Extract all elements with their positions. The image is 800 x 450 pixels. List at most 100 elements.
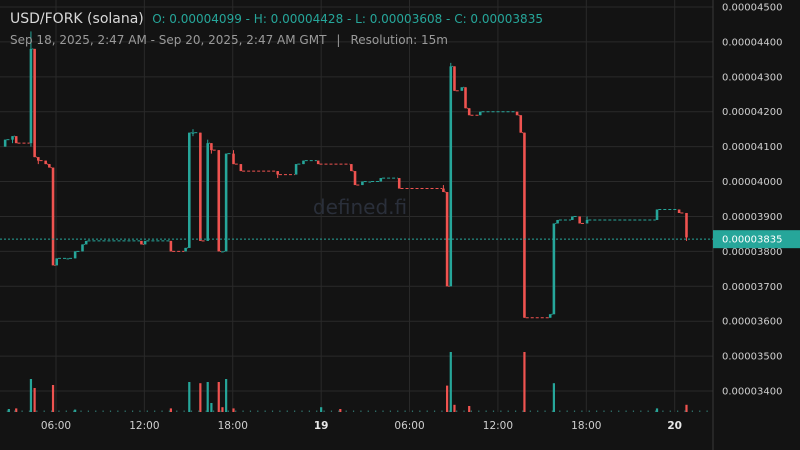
candle-body — [232, 153, 235, 165]
volume-bar — [411, 410, 414, 412]
volume-bar — [522, 410, 524, 412]
volume-bar — [316, 410, 318, 412]
x-tick-label: 12:00 — [129, 420, 159, 432]
volume-bars — [6, 352, 708, 412]
volume-bar — [199, 383, 202, 412]
y-tick-label: 0.00003800 — [722, 247, 782, 258]
y-tick-label: 0.00003500 — [722, 352, 782, 363]
y-tick-label: 0.00003900 — [722, 212, 782, 223]
volume-bar — [15, 408, 18, 412]
candle-body — [48, 164, 51, 168]
volume-bar — [43, 410, 45, 412]
volume-bar — [188, 382, 191, 412]
candle-body — [478, 111, 482, 116]
volume-bar — [352, 410, 355, 412]
volume-bar — [206, 382, 209, 412]
candle-body — [81, 244, 84, 252]
volume-bar — [242, 410, 244, 412]
volume-bar — [662, 410, 664, 412]
last-price-badge — [713, 230, 800, 249]
candle-body — [467, 108, 471, 116]
volume-bar — [6, 410, 8, 412]
candle-body — [397, 178, 401, 189]
volume-bar — [235, 410, 237, 412]
volume-bar — [169, 408, 172, 412]
volume-bar — [50, 410, 53, 412]
candle-body — [449, 66, 453, 287]
volume-bar — [213, 410, 215, 412]
volume-bar — [559, 410, 561, 412]
volume-bar — [323, 410, 325, 412]
volume-bar — [257, 410, 259, 412]
volume-bar — [470, 410, 473, 412]
candle-body — [221, 251, 224, 253]
volume-bar — [596, 410, 598, 412]
volume-bar — [699, 410, 701, 412]
candle-body — [453, 66, 456, 91]
volume-bar — [29, 379, 33, 412]
volume-bar — [117, 410, 119, 412]
candle-body — [361, 181, 364, 186]
volume-bar — [566, 410, 568, 412]
chart-subheader: Sep 18, 2025, 2:47 AM - Sep 20, 2025, 2:… — [10, 33, 448, 47]
pair-title: USD/FORK (solana) — [10, 11, 144, 27]
volume-bar — [445, 385, 449, 412]
volume-bar — [217, 382, 220, 412]
volume-bar — [80, 410, 82, 412]
volume-bar — [58, 410, 60, 412]
candle-body — [460, 87, 464, 91]
volume-bar — [669, 410, 671, 412]
volume-bar — [603, 410, 605, 412]
candle-body — [515, 111, 519, 116]
volume-bar — [677, 410, 679, 412]
volume-bar — [95, 410, 97, 412]
volume-bar — [249, 410, 252, 412]
volume-bar — [308, 410, 310, 412]
volume-bar — [220, 410, 222, 412]
volume-bar — [286, 410, 288, 412]
candle-body — [464, 87, 467, 109]
volume-bar — [146, 410, 148, 412]
volume-bar — [367, 410, 369, 412]
candle-body — [552, 223, 556, 315]
candle-body — [11, 136, 14, 140]
volume-bar — [478, 410, 480, 412]
volume-bar — [176, 410, 178, 412]
volume-bar — [36, 410, 38, 412]
volume-bar — [441, 410, 443, 412]
candle-body — [523, 132, 526, 318]
volume-bar — [51, 385, 55, 412]
grid — [0, 0, 713, 412]
candle-body — [442, 188, 445, 193]
volume-bar — [500, 410, 502, 412]
date-range: Sep 18, 2025, 2:47 AM - Sep 20, 2025, 2:… — [10, 33, 327, 47]
volume-bar — [33, 388, 36, 412]
x-tick-label: 06:00 — [41, 420, 71, 432]
volume-bar — [691, 410, 693, 412]
x-tick-label: 20 — [667, 420, 682, 432]
resolution-label[interactable]: Resolution: 15m — [350, 33, 448, 47]
volume-bar — [433, 410, 436, 412]
volume-bar — [647, 410, 649, 412]
volume-bar — [426, 410, 428, 412]
candle-body — [217, 150, 221, 252]
y-tick-label: 0.00004500 — [722, 2, 782, 13]
candle-body — [276, 171, 279, 175]
volume-bar — [124, 410, 126, 412]
volume-bar — [232, 408, 235, 412]
volume-bar — [339, 409, 342, 412]
volume-bar — [271, 410, 274, 412]
candle-body — [206, 143, 210, 241]
x-tick-label: 18:00 — [218, 420, 248, 432]
last-price-label: 0.00003835 — [722, 235, 782, 246]
candle-body — [519, 115, 523, 133]
volume-bar — [74, 409, 77, 412]
candle-body — [556, 219, 559, 224]
candle-body — [191, 132, 195, 134]
volume-bar — [655, 408, 659, 412]
volume-bar — [73, 410, 75, 412]
candle-body — [350, 164, 353, 172]
candle-body — [37, 157, 40, 161]
candle-body — [302, 160, 305, 165]
